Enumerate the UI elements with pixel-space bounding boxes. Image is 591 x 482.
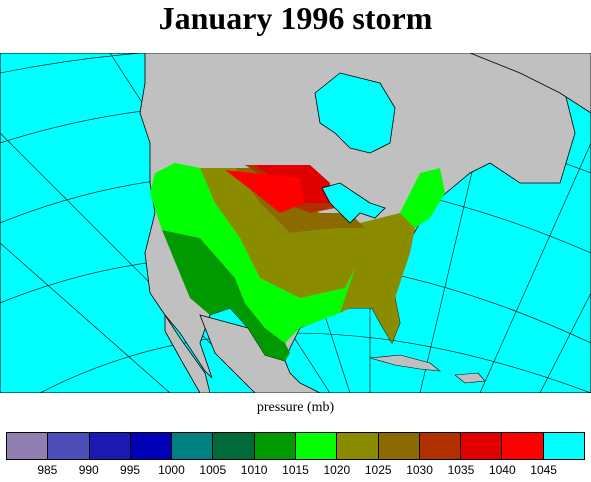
greenland-land xyxy=(469,53,591,114)
colorbar-swatch xyxy=(213,433,255,459)
colorbar-swatch xyxy=(48,433,90,459)
colorbar-swatch xyxy=(461,433,503,459)
colorbar-tick-label: 1010 xyxy=(240,463,268,477)
colorbar xyxy=(6,432,585,460)
contour-1045 xyxy=(225,170,305,213)
baja-land xyxy=(164,313,211,393)
colorbar-swatch xyxy=(378,433,420,459)
colorbar-tick-label: 1020 xyxy=(323,463,351,477)
hudson-bay xyxy=(314,72,396,154)
colorbar-tick-label: 1030 xyxy=(406,463,433,477)
contour-1020 xyxy=(150,163,355,343)
colorbar-swatch xyxy=(254,433,296,459)
colorbar-tick-label: 1045 xyxy=(530,463,557,477)
colorbar-tick-label: 1035 xyxy=(447,463,475,477)
contour-1015 xyxy=(162,230,290,361)
colorbar-swatch xyxy=(419,433,462,459)
colorbar-swatch xyxy=(130,433,173,459)
colorbar-label: pressure (mb) xyxy=(256,400,335,415)
map-title: January 1996 storm xyxy=(158,0,433,36)
colorbar-ticks: 985 990 995 1000 1005 1010 1015 1020 1025 1030 103… xyxy=(0,463,591,479)
colorbar-swatch xyxy=(7,433,49,459)
pressure-map xyxy=(0,53,591,393)
colorbar-tick-label: 1000 xyxy=(158,463,185,477)
contour-1020-east xyxy=(400,168,445,228)
colorbar-swatch xyxy=(89,433,131,459)
colorbar-swatch xyxy=(295,433,338,459)
pressure-field xyxy=(150,163,445,361)
colorbar-swatch xyxy=(502,433,544,459)
hispaniola-land xyxy=(454,372,486,384)
colorbar-tick-label: 1015 xyxy=(282,463,309,477)
colorbar-tick-label: 1025 xyxy=(364,463,392,477)
colorbar-tick-label: 985 xyxy=(37,463,58,477)
colorbar-tick-label: 990 xyxy=(78,463,99,477)
contour-1025 xyxy=(200,168,415,343)
colorbar-tick-label: 995 xyxy=(120,463,141,477)
great-lakes xyxy=(321,182,386,224)
colorbar-swatch xyxy=(172,433,214,459)
colorbar-swatch xyxy=(543,433,584,459)
colorbar-tick-label: 1040 xyxy=(488,463,516,477)
colorbar-tick-label: 1005 xyxy=(199,463,227,477)
colorbar-swatch xyxy=(337,433,379,459)
cuba-land xyxy=(369,354,441,372)
